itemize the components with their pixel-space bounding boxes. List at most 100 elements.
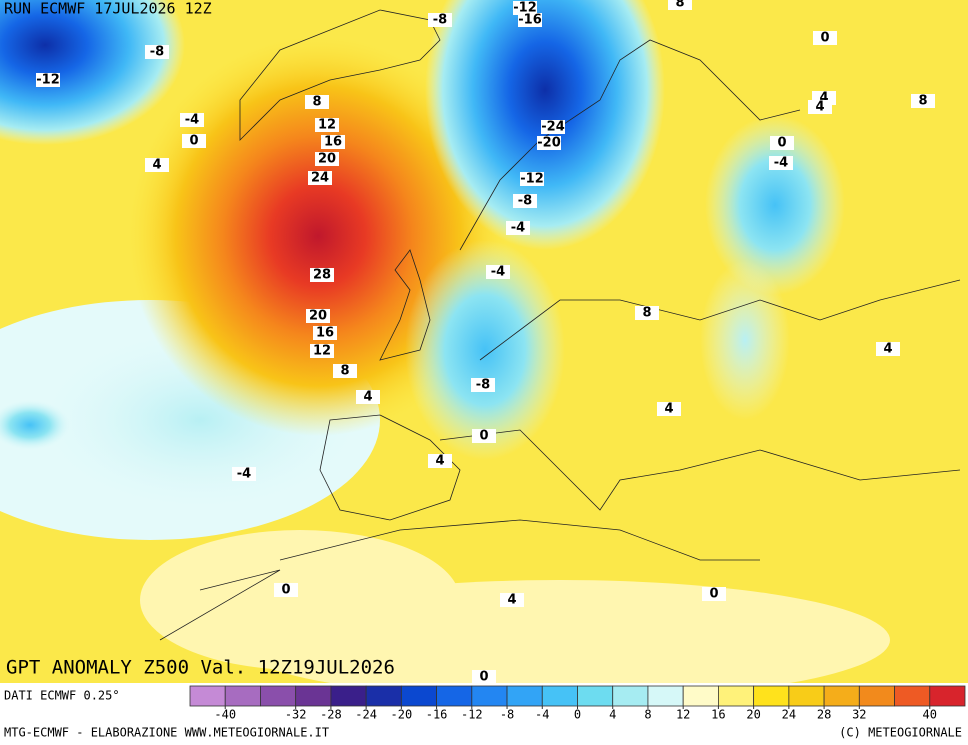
colorbar-tick-label: 4	[609, 708, 616, 722]
label-box	[232, 467, 256, 481]
anomaly-area	[140, 530, 460, 670]
contour-label: 4	[815, 100, 824, 115]
colorbar-swatch	[365, 685, 402, 707]
label-box	[472, 670, 496, 684]
label-box	[145, 45, 169, 59]
label-box	[274, 583, 298, 597]
map: -12-16-880-8-12-4048121620242820161284-2…	[0, 0, 968, 700]
contour-label: -16	[518, 13, 542, 28]
colorbar-swatch	[260, 685, 297, 707]
label-box	[513, 1, 537, 15]
contour-label: 20	[309, 309, 327, 324]
label-box	[808, 100, 832, 114]
contour-label: -12	[520, 172, 544, 187]
colorbar-tick-label: -24	[355, 708, 377, 722]
contour-label: 16	[316, 326, 334, 341]
anomaly-area	[700, 260, 790, 420]
anomaly-area	[405, 240, 565, 460]
contour-label: 28	[313, 268, 331, 283]
label-box	[145, 158, 169, 172]
label-box	[472, 429, 496, 443]
colorbar-swatch	[929, 685, 966, 707]
colorbar: -40 -32 -28 -24 -20 -16 -12 -8 -4 0 4 8 12 16 20 24 28 32…	[189, 685, 966, 722]
footer-left: MTG-ECMWF - ELABORAZIONE WWW.METEOGIORNA…	[4, 726, 329, 740]
source-label: DATI ECMWF 0.25°	[4, 689, 120, 703]
label-box	[635, 306, 659, 320]
contour-label: 0	[479, 670, 488, 685]
contour-label: 24	[311, 171, 329, 186]
contour-label: 4	[363, 390, 372, 405]
map-title: GPT ANOMALY Z500 Val. 12Z19JUL2026	[6, 657, 395, 679]
contour-label: -8	[150, 45, 164, 60]
contour-label: 20	[318, 152, 336, 167]
contour-label: 8	[675, 0, 684, 11]
label-box	[537, 136, 561, 150]
anomaly-area	[0, 400, 70, 450]
label-box	[333, 364, 357, 378]
colorbar-tick-label: 16	[711, 708, 725, 722]
colorbar-swatch	[858, 685, 895, 707]
colorbar-swatch	[506, 685, 543, 707]
contour-label: 16	[324, 135, 342, 150]
contour-label: -12	[513, 1, 537, 16]
contour-label: 4	[819, 91, 828, 106]
contour-label: 8	[642, 306, 651, 321]
colorbar-swatch	[330, 685, 367, 707]
contour-label: -8	[476, 378, 490, 393]
colorbar-swatch	[295, 685, 332, 707]
colorbar-tick-label: 20	[746, 708, 760, 722]
contour-label: 0	[709, 587, 718, 602]
colorbar-tick-label: 40	[923, 708, 937, 722]
contour-label: 4	[507, 593, 516, 608]
contour-label: 0	[777, 136, 786, 151]
colorbar-swatch	[612, 685, 649, 707]
contour-label: -8	[433, 13, 447, 28]
contour-label: 4	[435, 454, 444, 469]
label-box	[520, 172, 544, 186]
label-box	[310, 344, 334, 358]
coastlines	[159, 9, 961, 641]
anomaly-area	[705, 115, 845, 295]
colorbar-tick-label: -32	[285, 708, 307, 722]
colorbar-swatch	[189, 685, 226, 707]
label-box	[770, 136, 794, 150]
label-box	[315, 152, 339, 166]
colorbar-swatch	[753, 685, 790, 707]
colorbar-swatch	[541, 685, 578, 707]
label-box	[657, 402, 681, 416]
colorbar-swatch	[788, 685, 825, 707]
label-box	[310, 268, 334, 282]
contour-label: 0	[820, 31, 829, 46]
contour-label: -8	[518, 194, 532, 209]
label-box	[769, 156, 793, 170]
run-header: RUN ECMWF 17JUL2026 12Z	[4, 0, 212, 18]
colorbar-swatch	[682, 685, 719, 707]
colorbar-swatch	[400, 685, 437, 707]
contour-label: -12	[36, 73, 60, 88]
label-box	[876, 342, 900, 356]
label-box	[668, 0, 692, 10]
contour-label: 12	[318, 118, 336, 133]
contour-label: -20	[537, 136, 561, 151]
colorbar-tick-label: -12	[461, 708, 483, 722]
label-box	[428, 13, 452, 27]
contour-label: 0	[479, 429, 488, 444]
footer-right: (C) METEOGIORNALE	[839, 726, 962, 740]
contour-label: 4	[664, 402, 673, 417]
label-box	[541, 120, 565, 134]
colorbar-tick-label: 32	[852, 708, 866, 722]
contour-label: -24	[541, 120, 565, 135]
contour-label: 0	[281, 583, 290, 598]
colorbar-tick-label: 28	[817, 708, 831, 722]
colorbar-tick-label: 24	[782, 708, 796, 722]
colorbar-tick-label: 0	[574, 708, 581, 722]
colorbar-tick-label: 8	[644, 708, 651, 722]
label-box	[513, 194, 537, 208]
colorbar-swatch	[647, 685, 684, 707]
label-box	[428, 454, 452, 468]
label-box	[500, 593, 524, 607]
label-box	[486, 265, 510, 279]
colorbar-swatch	[224, 685, 261, 707]
